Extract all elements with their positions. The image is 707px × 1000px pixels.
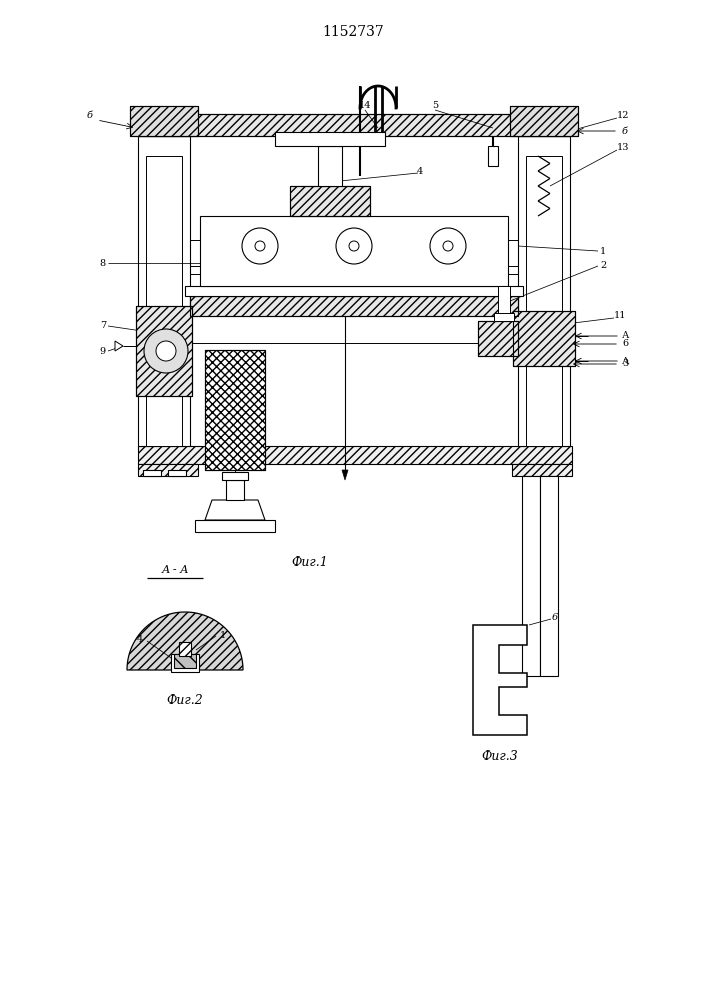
Text: 5: 5 [432, 102, 438, 110]
Bar [136, 306, 192, 396]
Text: Фиг.3: Фиг.3 [481, 750, 518, 764]
Bar [318, 146, 342, 186]
Bar [146, 156, 182, 446]
Text: 6: 6 [552, 612, 558, 621]
Bar [171, 654, 199, 672]
Text: 12: 12 [617, 111, 629, 120]
Bar [174, 654, 196, 668]
Bar [205, 350, 265, 470]
Circle shape [144, 329, 188, 373]
Bar [488, 146, 498, 166]
Circle shape [430, 228, 466, 264]
Bar [195, 520, 275, 532]
Circle shape [156, 341, 176, 361]
Bar [222, 472, 248, 480]
Bar [275, 132, 385, 146]
Bar [522, 476, 540, 676]
Bar [136, 306, 192, 396]
Circle shape [242, 228, 278, 264]
Text: 4: 4 [136, 636, 143, 645]
Bar [143, 470, 161, 476]
Polygon shape [115, 341, 123, 351]
Text: 1152737: 1152737 [322, 25, 384, 39]
Text: 7: 7 [100, 322, 106, 330]
Circle shape [443, 241, 453, 251]
Text: Фиг.1: Фиг.1 [291, 556, 328, 568]
Bar [190, 296, 518, 316]
Bar [494, 313, 514, 321]
Circle shape [336, 228, 372, 264]
Text: 6: 6 [622, 340, 628, 349]
Bar [290, 186, 370, 216]
Text: 13: 13 [617, 143, 629, 152]
Text: б: б [87, 111, 93, 120]
Text: А - А: А - А [161, 565, 189, 575]
Bar [510, 106, 578, 136]
Bar [513, 311, 575, 366]
Bar [130, 106, 198, 136]
Bar [168, 470, 186, 476]
Bar [138, 464, 198, 476]
Bar [185, 286, 523, 296]
Polygon shape [127, 612, 243, 670]
Text: А: А [622, 357, 629, 365]
Bar [512, 464, 572, 476]
Bar [205, 350, 265, 470]
Polygon shape [342, 470, 348, 480]
Text: 1: 1 [220, 631, 226, 640]
Text: 2: 2 [600, 261, 606, 270]
Bar [138, 114, 570, 136]
Text: 1: 1 [600, 246, 606, 255]
Bar [190, 296, 518, 316]
Bar [510, 106, 578, 136]
Bar [138, 446, 572, 464]
Bar [478, 321, 518, 356]
Circle shape [349, 241, 359, 251]
Bar [179, 642, 191, 656]
Text: Фиг.2: Фиг.2 [167, 694, 204, 706]
Text: б: б [622, 126, 628, 135]
Bar [138, 114, 570, 136]
Text: 8: 8 [100, 258, 106, 267]
Text: 9: 9 [100, 347, 106, 356]
Text: 4: 4 [417, 166, 423, 176]
Text: 14: 14 [358, 102, 371, 110]
Circle shape [255, 241, 265, 251]
Bar [226, 480, 244, 500]
Bar [200, 216, 508, 286]
Text: 11: 11 [614, 312, 626, 320]
Bar [540, 476, 558, 676]
Text: 3: 3 [622, 360, 629, 368]
Bar [290, 186, 370, 216]
Polygon shape [473, 625, 527, 735]
Bar [138, 136, 190, 446]
Bar [498, 286, 510, 316]
Bar [518, 136, 570, 446]
Bar [513, 311, 575, 366]
Bar [130, 106, 198, 136]
Bar [478, 321, 518, 356]
Polygon shape [205, 500, 265, 520]
Text: А: А [622, 332, 629, 340]
Bar [526, 156, 562, 446]
